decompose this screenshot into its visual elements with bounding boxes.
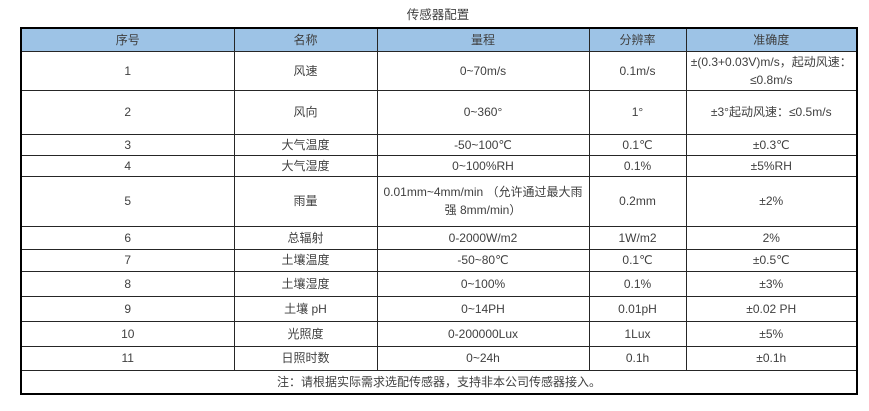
cell-serial: 11 [20, 345, 235, 371]
cell-serial: 7 [20, 248, 235, 272]
cell-resolution: 0.2mm [588, 175, 687, 227]
cell-name: 风速 [233, 50, 378, 91]
cell-accuracy: ±3°起动风速：≤0.5m/s [685, 89, 858, 135]
cell-accuracy: ±2% [685, 175, 858, 227]
cell-range: 0~14PH [376, 295, 590, 322]
cell-name: 土壤温度 [233, 248, 378, 272]
cell-resolution: 0.1m/s [588, 50, 687, 91]
cell-range: 0-2000W/m2 [376, 225, 590, 250]
cell-resolution: 1° [588, 89, 687, 135]
cell-resolution: 0.1℃ [588, 133, 687, 156]
cell-resolution: 0.1% [588, 270, 687, 297]
table-row: 10 光照度 0-200000Lux 1Lux ±5% [20, 320, 858, 347]
cell-resolution: 0.1% [588, 154, 687, 177]
table-row: 6 总辐射 0-2000W/m2 1W/m2 2% [20, 225, 858, 250]
cell-name: 大气湿度 [233, 154, 378, 177]
cell-accuracy: ±0.02 PH [685, 295, 858, 322]
cell-accuracy: ±5%RH [685, 154, 858, 177]
table-row: 3 大气温度 -50~100℃ 0.1℃ ±0.3℃ [20, 133, 858, 156]
column-header-name: 名称 [233, 27, 378, 52]
sensor-config-table: 序号 名称 量程 分辨率 准确度 1 风速 0~70m/s 0.1m/s ±(0… [20, 27, 858, 395]
cell-resolution: 0.01pH [588, 295, 687, 322]
page-title: 传感器配置 [406, 8, 470, 22]
cell-accuracy: ±5% [685, 320, 858, 347]
cell-name: 日照时数 [233, 345, 378, 371]
cell-resolution: 1W/m2 [588, 225, 687, 250]
table-row: 8 土壤湿度 0~100% 0.1% ±3% [20, 270, 858, 297]
cell-name: 土壤湿度 [233, 270, 378, 297]
cell-serial: 3 [20, 133, 235, 156]
cell-range: -50~80℃ [376, 248, 590, 272]
table-row: 2 风向 0~360° 1° ±3°起动风速：≤0.5m/s [20, 89, 858, 135]
cell-range: 0~100% [376, 270, 590, 297]
cell-serial: 1 [20, 50, 235, 91]
cell-serial: 4 [20, 154, 235, 177]
cell-name: 雨量 [233, 175, 378, 227]
cell-accuracy: ±0.3℃ [685, 133, 858, 156]
cell-name: 总辐射 [233, 225, 378, 250]
cell-name: 光照度 [233, 320, 378, 347]
cell-serial: 5 [20, 175, 235, 227]
column-header-range: 量程 [376, 27, 590, 52]
column-header-serial: 序号 [20, 27, 235, 52]
cell-serial: 10 [20, 320, 235, 347]
cell-range: 0~360° [376, 89, 590, 135]
header-row: 序号 名称 量程 分辨率 准确度 [20, 27, 858, 52]
cell-serial: 2 [20, 89, 235, 135]
cell-range: 0~100%RH [376, 154, 590, 177]
note-row: 注：请根据实际需求选配传感器，支持非本公司传感器接入。 [20, 369, 858, 395]
cell-range: 0~70m/s [376, 50, 590, 91]
table-row: 5 雨量 0.01mm~4mm/min （允许通过最大雨强 8mm/min） 0… [20, 175, 858, 227]
table-row: 9 土壤 pH 0~14PH 0.01pH ±0.02 PH [20, 295, 858, 322]
cell-serial: 8 [20, 270, 235, 297]
cell-accuracy: ±0.1h [685, 345, 858, 371]
cell-resolution: 0.1h [588, 345, 687, 371]
cell-accuracy: ±(0.3+0.03V)m/s，起动风速：≤0.8m/s [685, 50, 858, 91]
cell-accuracy: 2% [685, 225, 858, 250]
cell-range: 0-200000Lux [376, 320, 590, 347]
cell-range: 0~24h [376, 345, 590, 371]
cell-resolution: 1Lux [588, 320, 687, 347]
column-header-resolution: 分辨率 [588, 27, 687, 52]
table-row: 1 风速 0~70m/s 0.1m/s ±(0.3+0.03V)m/s，起动风速… [20, 50, 858, 91]
cell-resolution: 0.1℃ [588, 248, 687, 272]
table-row: 4 大气湿度 0~100%RH 0.1% ±5%RH [20, 154, 858, 177]
cell-name: 大气温度 [233, 133, 378, 156]
cell-range: 0.01mm~4mm/min （允许通过最大雨强 8mm/min） [376, 175, 590, 227]
table-row: 7 土壤温度 -50~80℃ 0.1℃ ±0.5℃ [20, 248, 858, 272]
cell-range: -50~100℃ [376, 133, 590, 156]
table-row: 11 日照时数 0~24h 0.1h ±0.1h [20, 345, 858, 371]
cell-accuracy: ±0.5℃ [685, 248, 858, 272]
column-header-accuracy: 准确度 [685, 27, 858, 52]
cell-serial: 6 [20, 225, 235, 250]
cell-name: 风向 [233, 89, 378, 135]
table-note: 注：请根据实际需求选配传感器，支持非本公司传感器接入。 [20, 369, 858, 395]
cell-name: 土壤 pH [233, 295, 378, 322]
cell-accuracy: ±3% [685, 270, 858, 297]
cell-serial: 9 [20, 295, 235, 322]
